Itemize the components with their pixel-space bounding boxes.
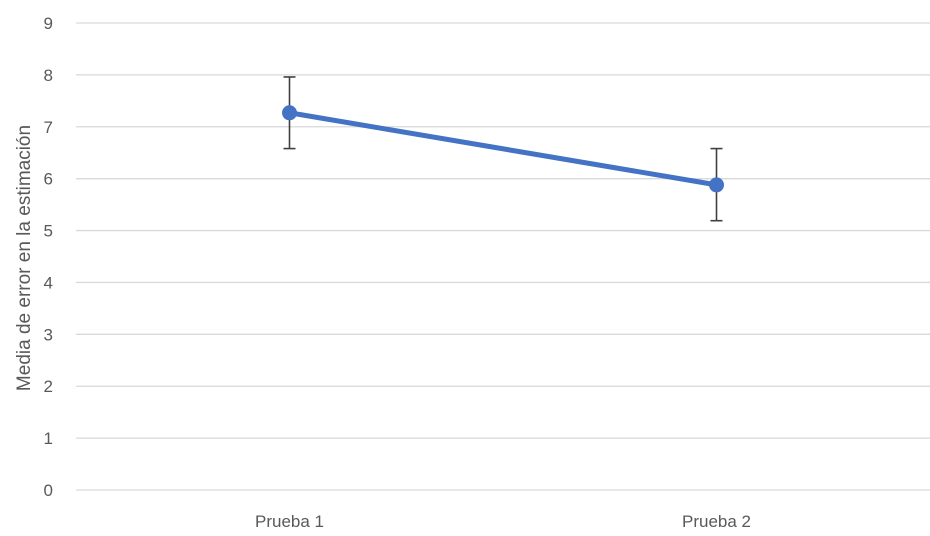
x-axis-tick-labels: Prueba 1 Prueba 2 <box>255 512 751 531</box>
y-tick-label: 6 <box>44 170 53 189</box>
x-tick-label: Prueba 1 <box>255 512 324 531</box>
y-tick-label: 9 <box>44 14 53 33</box>
series <box>282 105 724 193</box>
data-point <box>709 177 724 193</box>
y-tick-label: 0 <box>44 481 53 500</box>
series-line <box>287 110 719 188</box>
y-tick-label: 8 <box>44 66 53 85</box>
y-tick-label: 3 <box>44 325 53 344</box>
y-tick-label: 7 <box>44 118 53 137</box>
y-tick-label: 4 <box>44 273 53 292</box>
y-axis-title: Media de error en la estimación <box>14 125 35 391</box>
y-tick-label: 5 <box>44 222 53 241</box>
y-axis-tick-labels: 0 1 2 3 4 5 6 7 8 9 <box>44 14 53 500</box>
y-tick-label: 1 <box>44 429 53 448</box>
x-tick-label: Prueba 2 <box>682 512 751 531</box>
data-point <box>282 105 297 121</box>
gridlines <box>76 22 930 491</box>
y-tick-label: 2 <box>44 377 53 396</box>
